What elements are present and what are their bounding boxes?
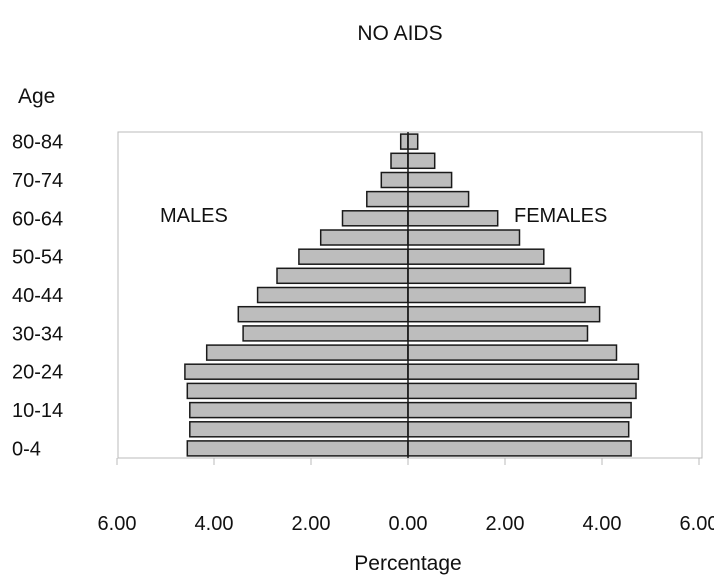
chart-title: NO AIDS (357, 22, 442, 45)
female-bar-35-39 (407, 305, 601, 323)
y-tick-label-10-14: 10-14 (12, 400, 63, 422)
female-bar-55-59 (407, 229, 521, 246)
female-bar-80-84 (407, 133, 419, 150)
x-tick-label-4: 2.00 (486, 513, 525, 535)
y-tick-label-80-84: 80-84 (12, 132, 63, 154)
y-tick-labels: 0-4 10-14 20-24 30-34 40-44 50-54 60-64 70-74 80… (12, 132, 63, 461)
y-tick-label-60-64: 60-64 (12, 208, 63, 230)
male-bar-0-4 (186, 440, 409, 457)
y-axis-label: Age (18, 85, 55, 108)
y-tick-label-70-74: 70-74 (12, 170, 63, 192)
male-bar-40-44 (256, 286, 409, 304)
male-bar-30-34 (242, 325, 409, 342)
male-bar-75-79 (390, 152, 409, 170)
male-bar-25-29 (205, 344, 409, 361)
male-bar-10-14 (189, 401, 409, 419)
legend-label-males: MALES (160, 205, 228, 227)
female-bar-15-19 (407, 382, 637, 400)
male-bar-15-19 (186, 382, 409, 400)
female-bar-70-74 (407, 171, 453, 189)
male-bar-45-49 (276, 267, 409, 285)
y-tick-label-40-44: 40-44 (12, 285, 63, 307)
female-bar-20-24 (407, 363, 640, 380)
y-tick-label-30-34: 30-34 (12, 323, 63, 345)
x-axis-label: Percentage (354, 552, 461, 575)
x-tick-label-6: 6.00 (680, 513, 714, 535)
male-bar-50-54 (298, 248, 409, 265)
male-bar-5-9 (189, 421, 409, 438)
x-tick-label-2: 2.00 (292, 513, 331, 535)
males-series (184, 133, 409, 457)
plot-area (117, 131, 703, 459)
y-tick-label-20-24: 20-24 (12, 362, 63, 384)
female-bar-0-4 (407, 440, 632, 457)
females-series (407, 133, 640, 457)
male-bar-80-84 (399, 133, 409, 150)
female-bar-65-69 (407, 190, 470, 208)
y-tick-label-50-54: 50-54 (12, 247, 63, 269)
female-bar-10-14 (407, 401, 632, 419)
male-bar-60-64 (341, 210, 409, 227)
female-bar-25-29 (407, 344, 618, 361)
male-bar-35-39 (237, 305, 409, 323)
male-bar-70-74 (380, 171, 409, 189)
female-bar-5-9 (407, 421, 630, 438)
y-tick-label-0-4: 0-4 (12, 438, 41, 460)
female-bar-60-64 (407, 210, 499, 227)
legend-label-females: FEMALES (514, 205, 607, 227)
male-bar-65-69 (366, 190, 409, 208)
female-bar-45-49 (407, 267, 572, 285)
female-bar-30-34 (407, 325, 589, 342)
x-tick-label-1: 4.00 (195, 513, 234, 535)
x-tick-label-3: 0.00 (389, 513, 428, 535)
female-bar-50-54 (407, 248, 545, 265)
x-tick-label-5: 4.00 (583, 513, 622, 535)
x-tick-label-0: 6.00 (98, 513, 137, 535)
female-bar-40-44 (407, 286, 586, 304)
male-bar-55-59 (319, 229, 409, 246)
x-tick-labels: 6.00 4.00 2.00 0.00 2.00 4.00 6.00 (98, 458, 714, 535)
male-bar-20-24 (184, 363, 409, 380)
female-bar-75-79 (407, 152, 436, 170)
